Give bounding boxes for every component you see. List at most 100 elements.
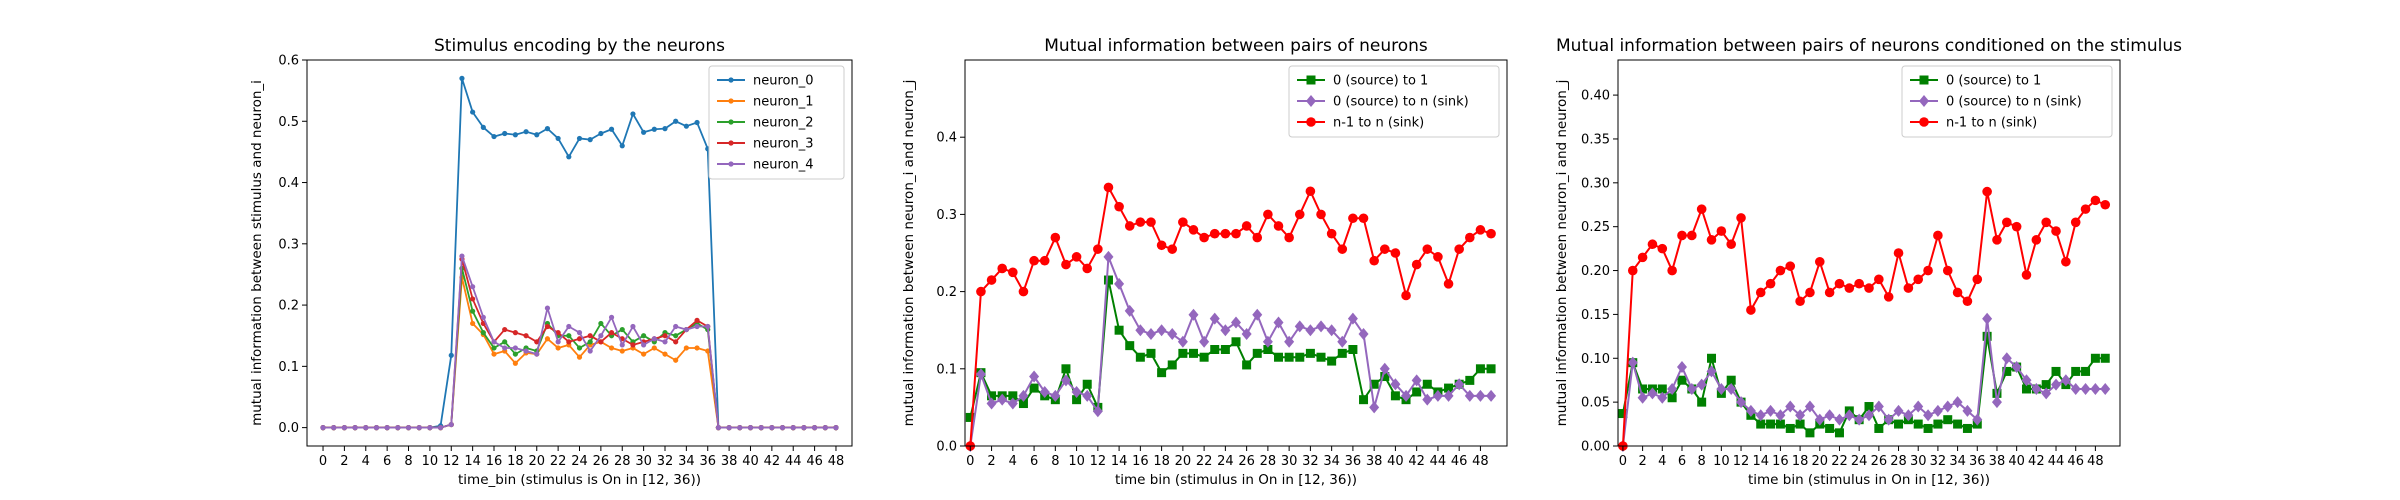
data-point	[1696, 204, 1707, 214]
x-tick-label: 44	[785, 454, 802, 469]
y-tick-label: 0.30	[1581, 176, 1610, 191]
data-point	[662, 351, 668, 357]
data-point	[2011, 221, 2022, 232]
chart-title: Mutual information between pairs of neur…	[1044, 36, 1428, 56]
chart-panel-3: Mutual information between pairs of neur…	[1554, 36, 2182, 488]
x-tick-label: 38	[721, 454, 738, 469]
y-tick-label: 0.3	[936, 208, 957, 223]
data-point	[1199, 352, 1209, 362]
data-point	[544, 305, 551, 311]
series-neuron-2	[320, 265, 839, 431]
data-point	[779, 425, 786, 431]
data-point	[1745, 404, 1756, 417]
data-point	[534, 132, 540, 138]
data-point	[1647, 239, 1658, 250]
data-point	[1834, 413, 1845, 426]
data-point	[534, 351, 540, 357]
data-point	[705, 323, 711, 330]
data-point	[1337, 348, 1347, 358]
legend-marker	[728, 98, 734, 104]
legend: 0 (source) to 1 0 (source) to n (sink) n-1…	[1288, 65, 1500, 138]
data-point	[502, 339, 508, 345]
data-point	[1316, 209, 1326, 220]
legend-label: neuron_4	[753, 158, 814, 173]
x-tick-label: 40	[1387, 454, 1404, 469]
data-point	[1874, 274, 1884, 285]
data-point	[1953, 419, 1963, 429]
data-point	[1874, 423, 1884, 433]
x-tick-label: 12	[443, 454, 460, 469]
data-point	[523, 348, 529, 354]
legend-marker	[1306, 75, 1316, 85]
y-tick-label: 0.35	[1581, 132, 1610, 147]
data-point	[1156, 240, 1167, 251]
data-point	[2021, 270, 2032, 280]
data-point	[1337, 244, 1348, 254]
data-point	[1775, 265, 1786, 276]
legend-label: 0 (source) to 1	[1333, 74, 1428, 89]
data-point	[1687, 230, 1697, 241]
data-point	[555, 330, 561, 336]
data-point	[1018, 389, 1029, 402]
legend-marker	[728, 161, 734, 167]
plot-frame	[1617, 59, 2121, 447]
legend-marker	[728, 77, 734, 83]
x-tick-label: 26	[1238, 454, 1255, 469]
data-point	[352, 425, 358, 431]
data-point	[1156, 324, 1167, 337]
data-point	[1327, 356, 1337, 366]
data-point	[534, 339, 540, 345]
x-tick-label: 2	[340, 454, 348, 469]
data-point	[598, 333, 604, 339]
series-line	[323, 255, 836, 429]
y-tick-label: 0.2	[278, 299, 299, 314]
data-point	[1765, 404, 1776, 417]
data-point	[1486, 228, 1496, 239]
y-tick-label: 0.00	[1581, 440, 1610, 455]
data-point	[662, 333, 668, 339]
data-point	[1135, 324, 1146, 337]
data-point	[986, 397, 997, 410]
data-point	[1092, 405, 1103, 418]
data-point	[1209, 228, 1220, 239]
data-point	[1018, 286, 1029, 297]
data-point	[1766, 419, 1776, 429]
data-point	[1188, 225, 1199, 235]
data-point	[1736, 396, 1747, 409]
data-point	[2061, 256, 2071, 267]
data-point	[1305, 348, 1315, 358]
data-point	[1432, 389, 1443, 402]
data-point	[1029, 370, 1040, 383]
x-tick-label: 10	[1713, 454, 1730, 469]
data-point	[1337, 335, 1348, 348]
legend-label: neuron_2	[753, 116, 814, 131]
data-point	[1369, 401, 1380, 414]
data-point	[997, 263, 1007, 274]
data-point	[1746, 305, 1756, 315]
data-point	[630, 323, 636, 330]
x-tick-label: 22	[550, 454, 567, 469]
x-tick-label: 4	[1009, 454, 1017, 469]
data-point	[1210, 345, 1220, 354]
data-point	[1864, 409, 1874, 422]
data-point	[833, 425, 839, 431]
data-point	[1284, 232, 1294, 243]
data-point	[673, 118, 679, 124]
data-point	[491, 351, 497, 357]
data-point	[1637, 252, 1648, 263]
series-line	[969, 186, 1492, 447]
data-point	[1103, 182, 1114, 193]
data-point	[726, 425, 732, 431]
data-point	[448, 421, 454, 428]
data-point	[1380, 372, 1390, 382]
y-tick-label: 0.15	[1581, 308, 1610, 323]
data-point	[384, 425, 390, 431]
data-point	[1294, 209, 1305, 220]
data-point	[470, 284, 476, 290]
data-point	[1952, 287, 1963, 298]
data-point	[1316, 352, 1326, 362]
x-tick-label: 6	[1030, 454, 1038, 469]
data-point	[598, 339, 604, 345]
data-point	[1114, 325, 1124, 335]
data-point	[341, 425, 348, 431]
